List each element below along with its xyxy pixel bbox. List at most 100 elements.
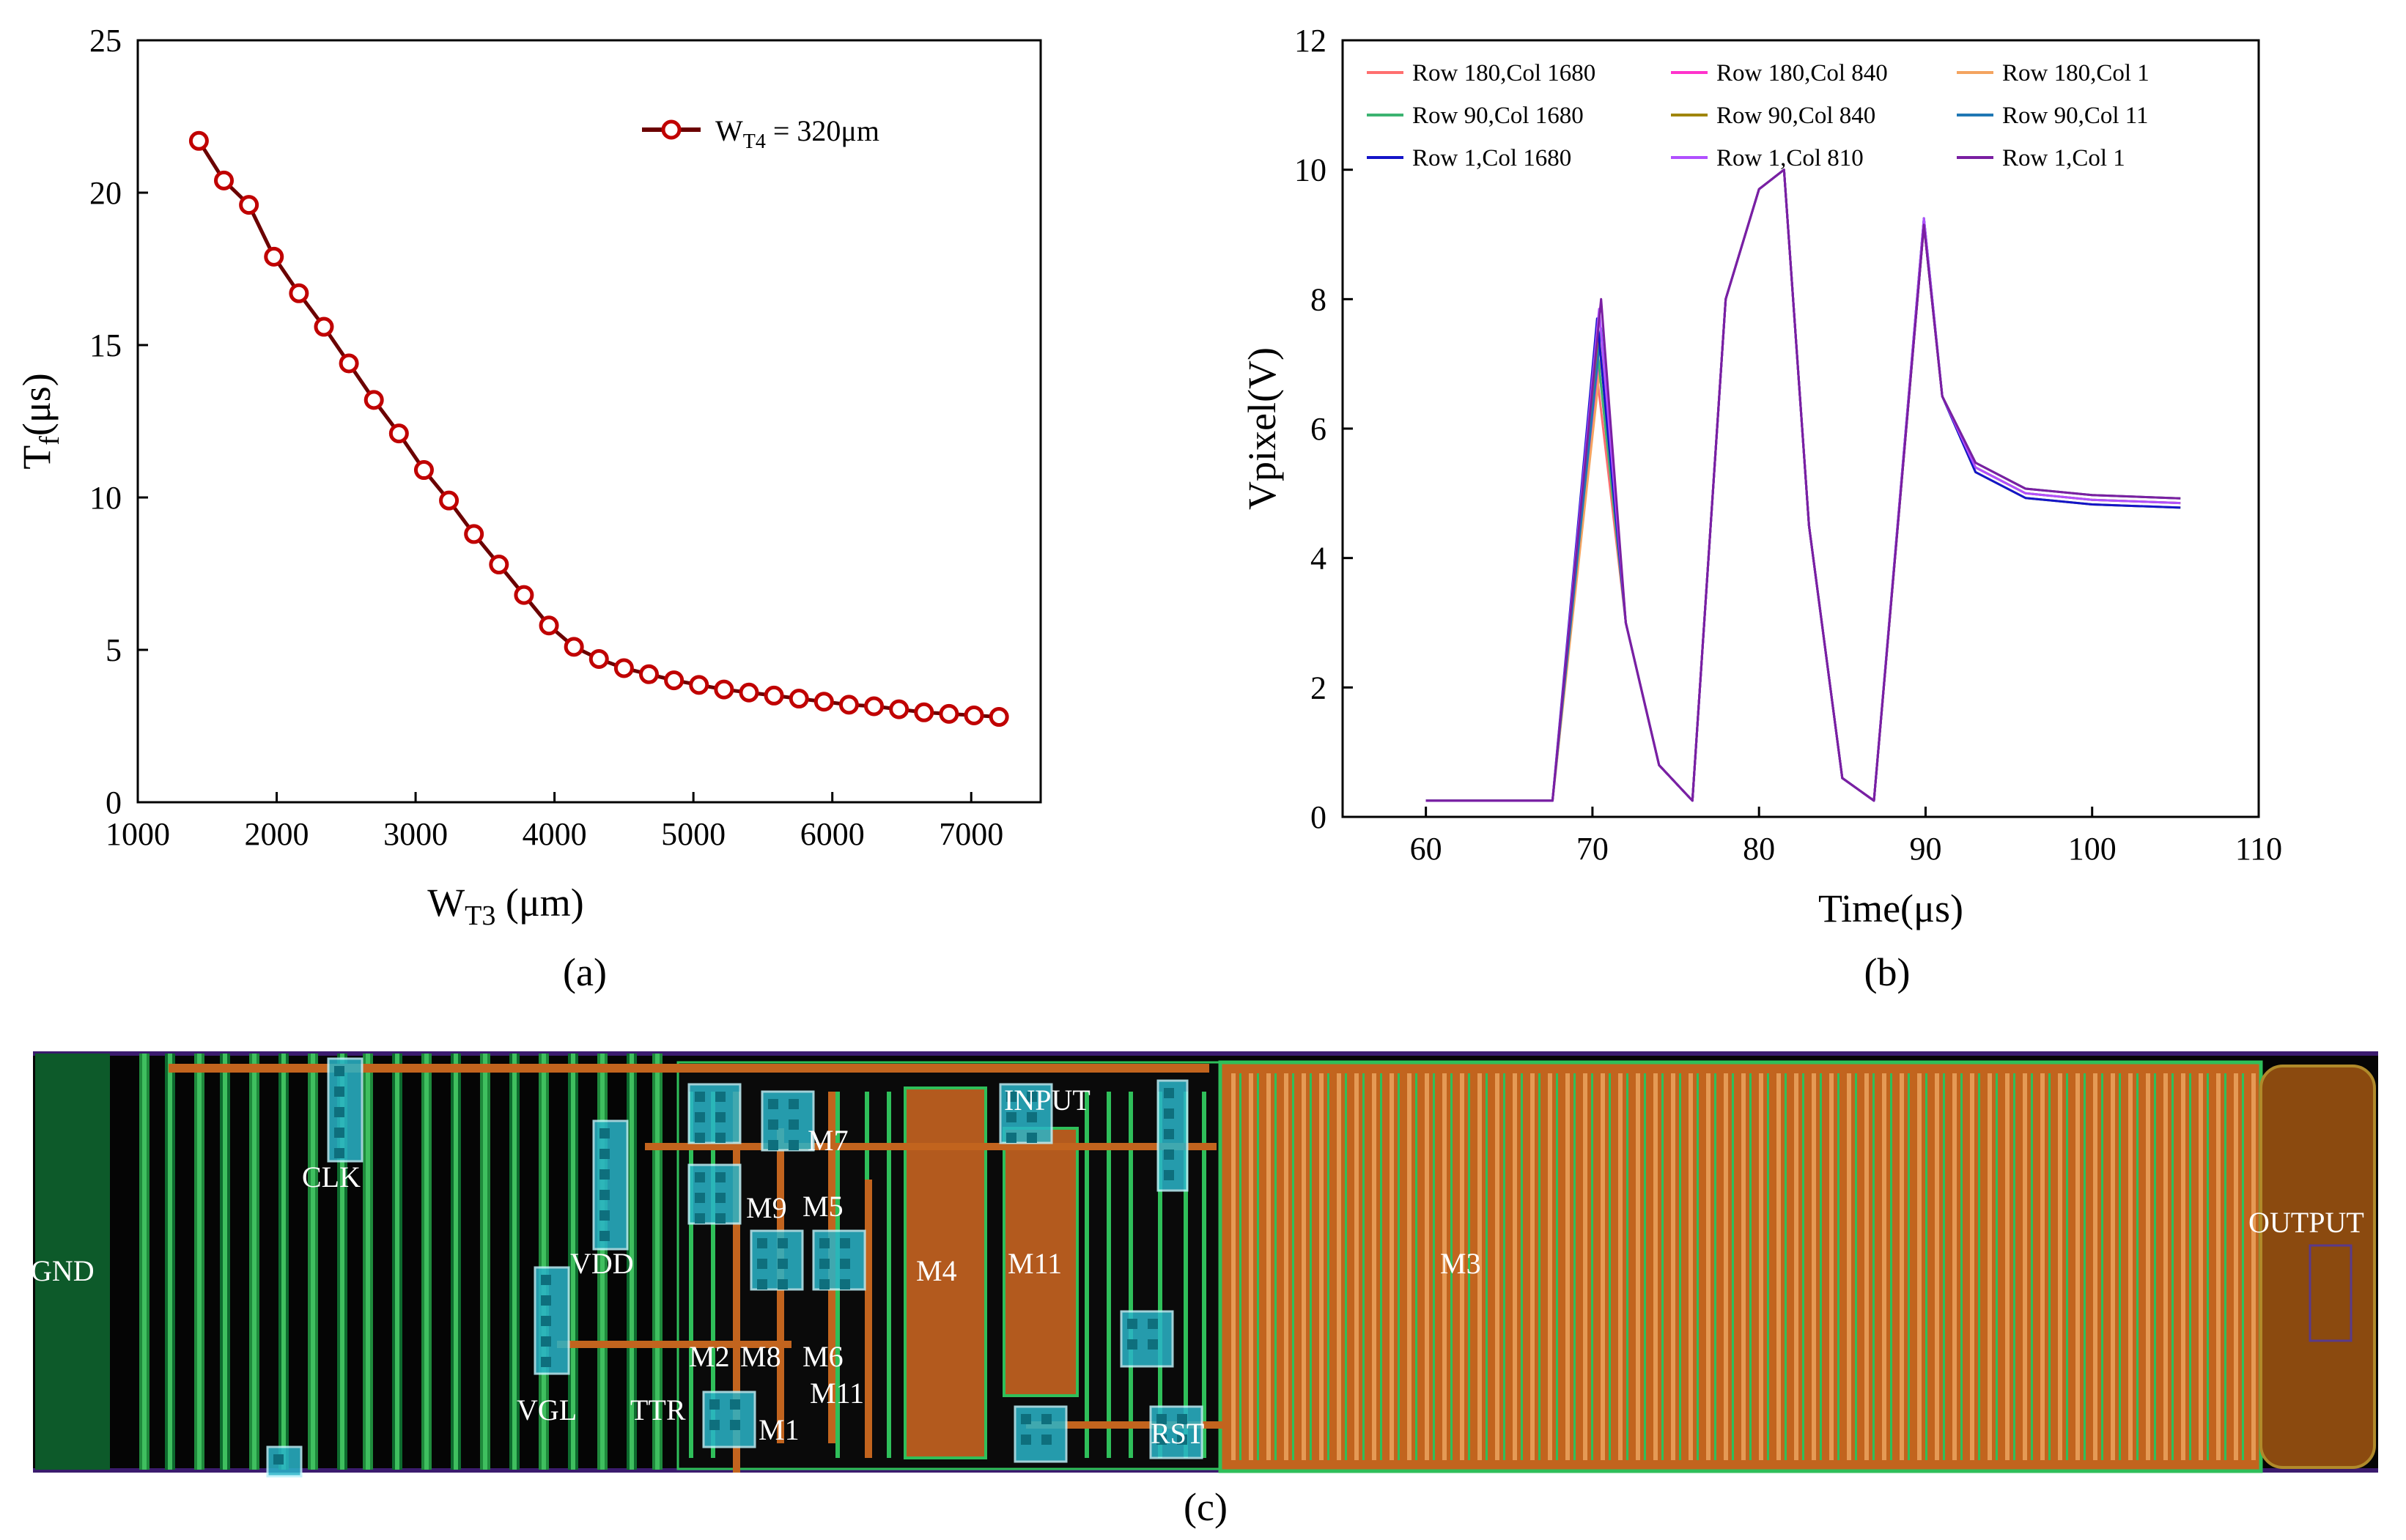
chart-a-x-tick-label: 4000 [523, 816, 587, 852]
label-m9: M9 [746, 1191, 787, 1224]
m3-finger [1495, 1073, 1499, 1460]
m3-finger-gap [1327, 1073, 1329, 1460]
m3-finger [1864, 1073, 1869, 1460]
m3-finger [1882, 1073, 1886, 1460]
via-square [1027, 1092, 1037, 1102]
bus-line-core [223, 1054, 227, 1470]
via-cluster [327, 1057, 364, 1163]
m3-finger-gap [2013, 1073, 2015, 1460]
chart-b-x-tick-label: 110 [2235, 831, 2282, 867]
chart-a-data-point [789, 689, 809, 709]
label-m6: M6 [802, 1340, 844, 1373]
via-cluster [266, 1445, 303, 1478]
circuit-trace [1085, 1092, 1089, 1458]
m3-finger-gap [1714, 1073, 1716, 1460]
bus-line-core [168, 1054, 172, 1470]
m3-finger [1319, 1073, 1324, 1460]
chart-a-data-point [914, 702, 934, 722]
m3-finger-gap [1486, 1073, 1488, 1460]
via-square [778, 1279, 788, 1289]
circuit-trace [887, 1092, 891, 1458]
bus-line-core [197, 1054, 202, 1470]
circuit-trace [1202, 1092, 1206, 1458]
chart-a-data-point [439, 490, 460, 511]
via-square [599, 1149, 610, 1159]
via-square [757, 1238, 767, 1248]
m3-finger [2128, 1073, 2133, 1460]
label-clk: CLK [302, 1160, 361, 1193]
m3-finger [1302, 1073, 1306, 1460]
chart-a-data-point [264, 246, 284, 267]
via-square [334, 1128, 344, 1138]
label-m11: M11 [1008, 1247, 1062, 1280]
m3-finger [2146, 1073, 2150, 1460]
chart-b-y-tick-label: 12 [1294, 23, 1326, 59]
chart-b-x-tick-label: 100 [2068, 831, 2117, 867]
m3-finger [1266, 1073, 1271, 1460]
chart-a-y-tick-label: 0 [106, 785, 122, 821]
m3-finger [1759, 1073, 1763, 1460]
chart-a-ylabel-unit: (μs) [15, 373, 59, 436]
chart-a-panel-label: (a) [563, 950, 607, 994]
label-m11-small: M11 [810, 1377, 864, 1410]
chart-b-y-tick-label: 2 [1310, 670, 1326, 706]
m3-finger-gap [1257, 1073, 1259, 1460]
m3-finger-gap [1415, 1073, 1417, 1460]
via-square [541, 1336, 551, 1347]
m3-finger-gap [2224, 1073, 2226, 1460]
m3-finger-gap [1538, 1073, 1540, 1460]
label-m5: M5 [802, 1190, 844, 1223]
m3-finger [1988, 1073, 1992, 1460]
chart-a-series [188, 130, 1009, 728]
m3-finger-gap [2189, 1073, 2191, 1460]
chart-b-series-line [1425, 169, 2181, 802]
bus-line-core [281, 1054, 286, 1470]
m11-block [1003, 1127, 1079, 1397]
m3-finger-gap [1855, 1073, 1857, 1460]
via-cluster [534, 1266, 570, 1375]
via-square [273, 1454, 284, 1465]
m3-finger-gap [1925, 1073, 1927, 1460]
output-pad-inner [2309, 1244, 2353, 1342]
label-rst: RST [1151, 1417, 1204, 1450]
chart-b-legend-label: Row 1,Col 810 [1716, 145, 1864, 171]
m3-finger [1935, 1073, 1939, 1460]
via-square [1041, 1435, 1052, 1445]
m3-fingers [1231, 1073, 2262, 1460]
bus-line-core [454, 1054, 458, 1470]
via-square [1027, 1112, 1037, 1122]
m3-finger-gap [1767, 1073, 1769, 1460]
via-square [789, 1119, 799, 1130]
chart-a-legend-marker [661, 119, 682, 140]
m3-finger-gap [2048, 1073, 2051, 1460]
circuit-trace [1129, 1092, 1133, 1458]
via-square [778, 1238, 788, 1248]
chart-a-x-tick-label: 2000 [245, 816, 309, 852]
via-square [1164, 1150, 1174, 1160]
m3-finger-gap [1802, 1073, 1804, 1460]
m3-finger [1618, 1073, 1623, 1460]
m3-finger [1477, 1073, 1482, 1460]
chart-b-x-ticks: 60 70 80 90 100 110 [1410, 807, 2282, 867]
m3-finger-gap [1573, 1073, 1576, 1460]
via-square [334, 1086, 344, 1097]
via-square [695, 1133, 705, 1143]
via-square [768, 1119, 778, 1130]
chart-a-y-tick-label: 10 [89, 480, 122, 516]
chart-b-series-line [1425, 169, 2181, 802]
m3-finger-gap [1556, 1073, 1558, 1460]
bus-line-core [424, 1054, 429, 1470]
m3-finger [1249, 1073, 1253, 1460]
chart-b-legend-label: Row 180,Col 1 [2002, 60, 2149, 86]
m3-finger [1724, 1073, 1728, 1460]
chart-a-legend-main: W [715, 114, 743, 147]
via-square [1148, 1339, 1158, 1350]
via-square [709, 1420, 720, 1430]
m3-finger-gap [1872, 1073, 1875, 1460]
vgl-rail [557, 1341, 791, 1348]
m3-finger-gap [1450, 1073, 1453, 1460]
input-rail [645, 1143, 1217, 1150]
m3-finger-gap [1380, 1073, 1382, 1460]
label-m8: M8 [740, 1340, 781, 1373]
rst-rail [1026, 1421, 1231, 1429]
